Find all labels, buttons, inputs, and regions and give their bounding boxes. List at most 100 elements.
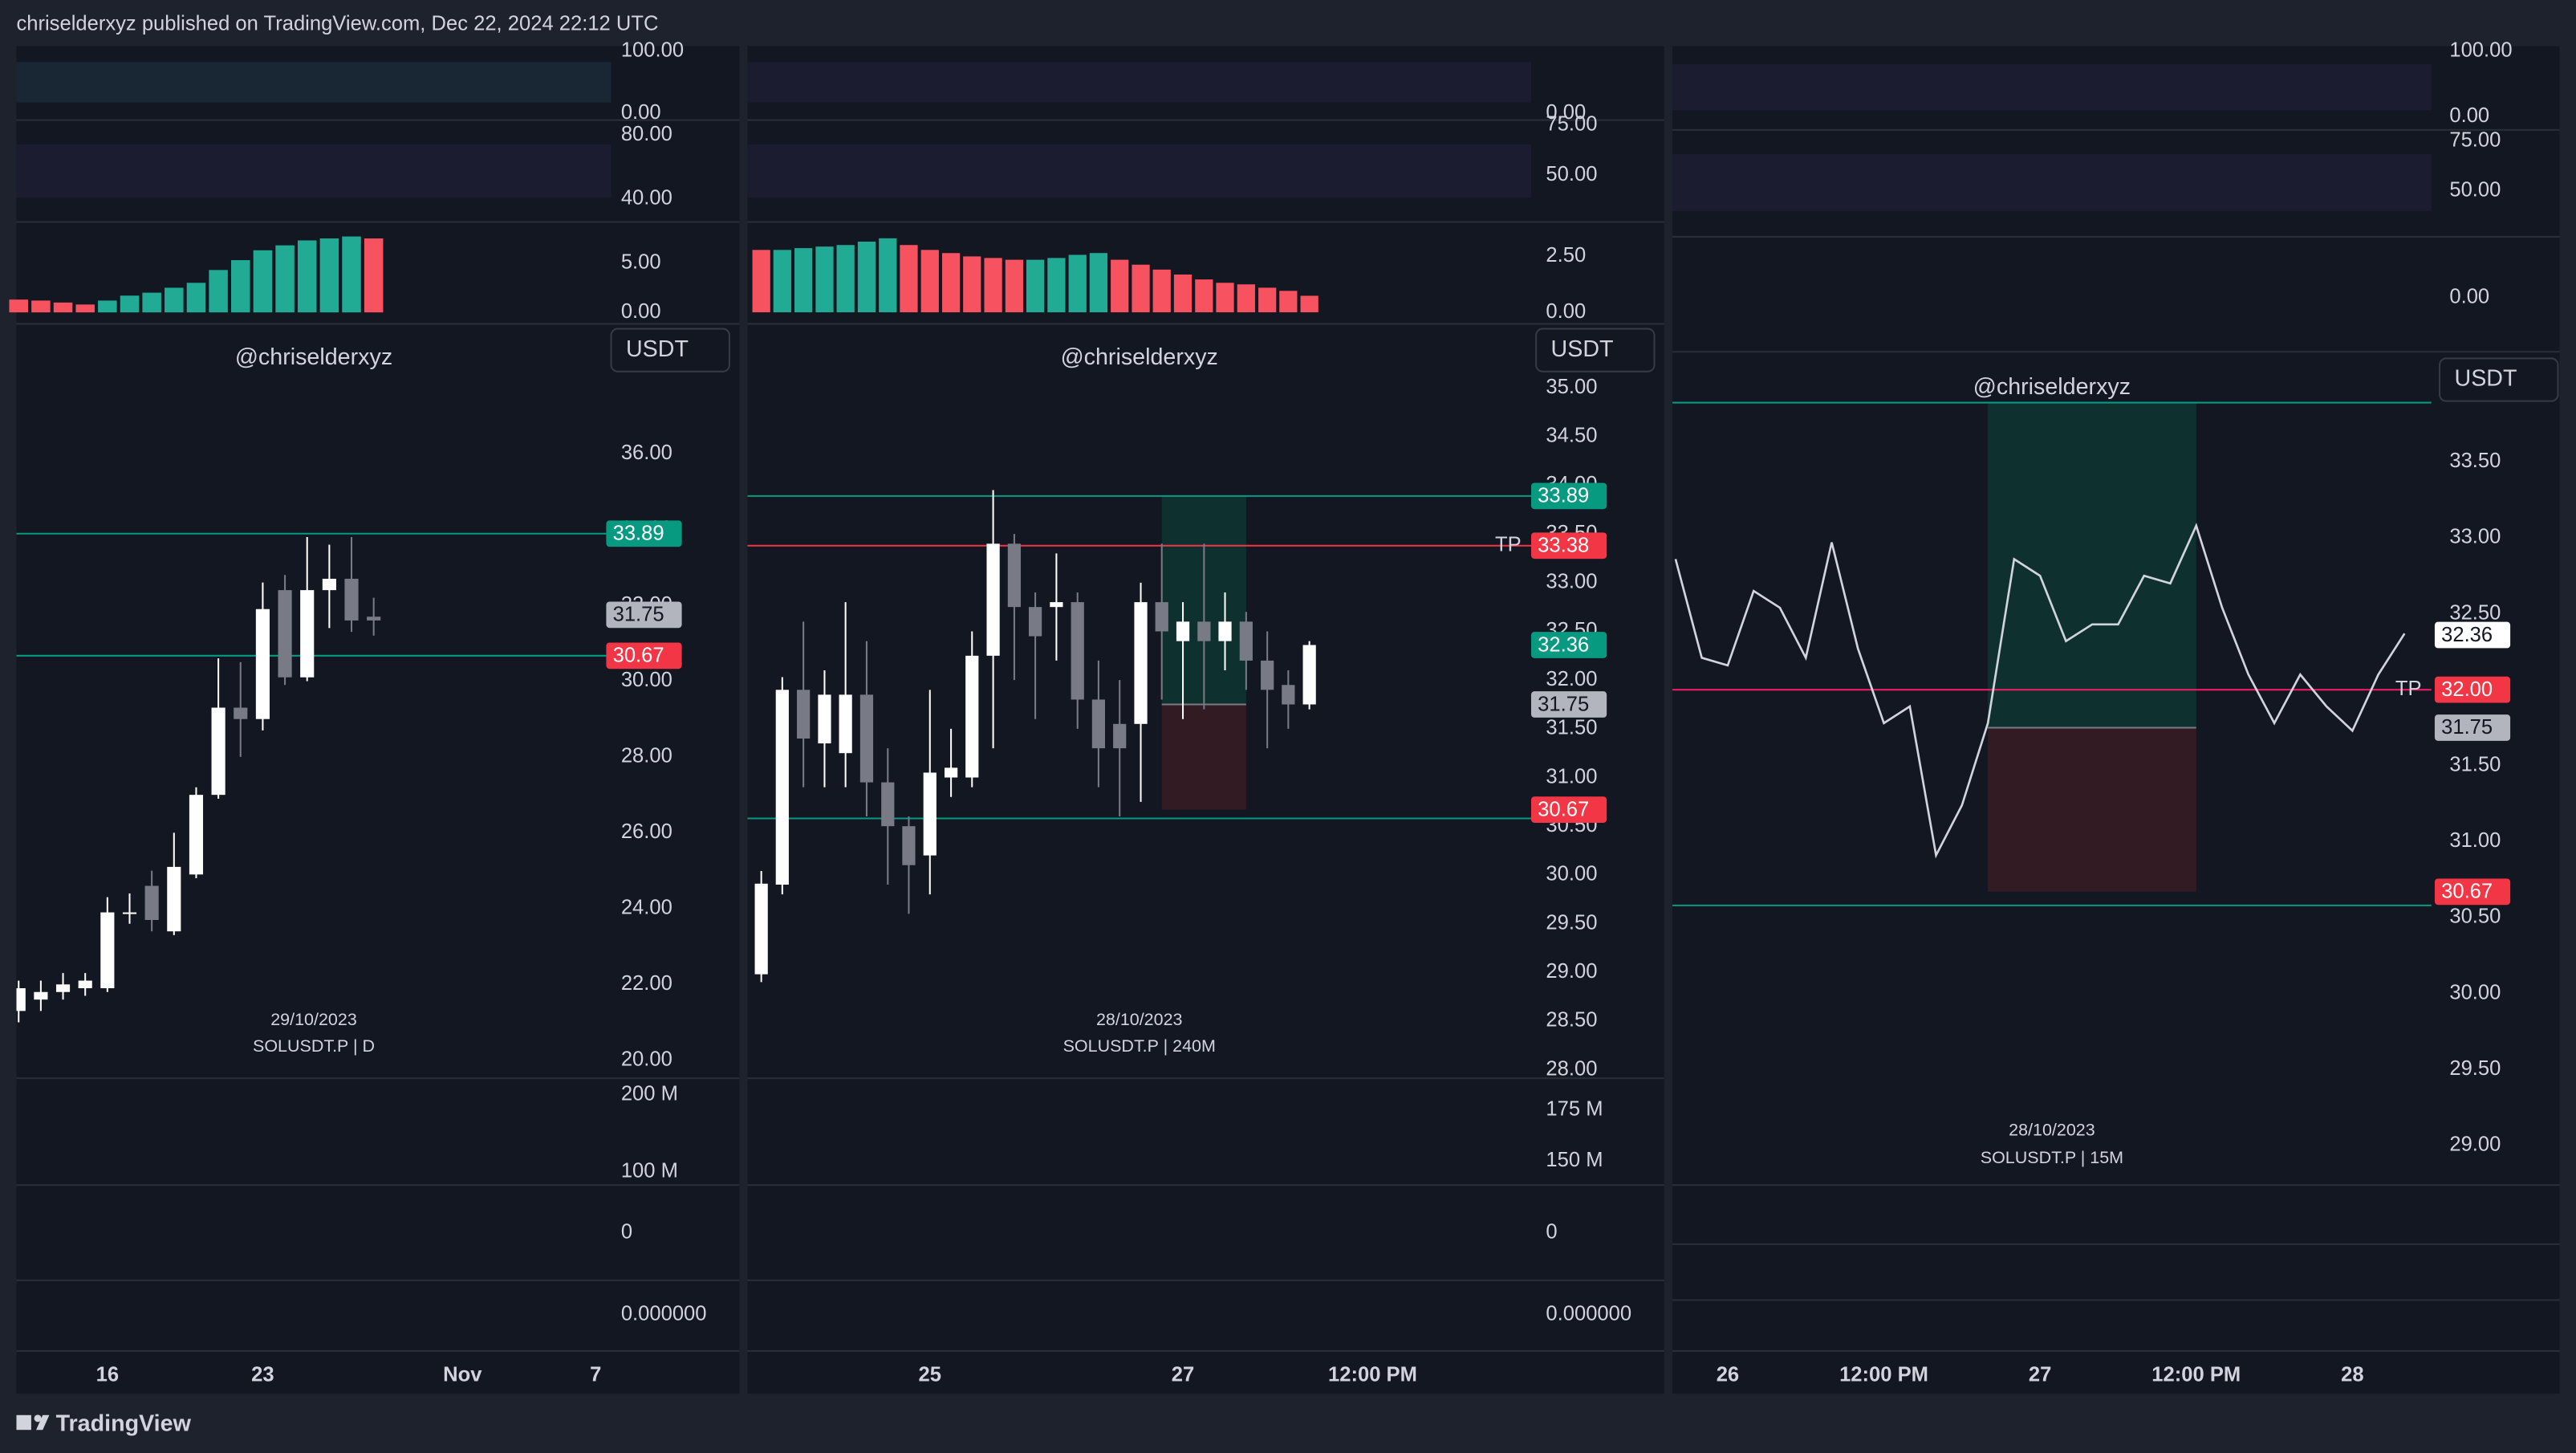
y-tick-label: 30.00 (1546, 863, 1597, 885)
histogram-bar (209, 270, 228, 313)
price-badge (2434, 878, 2511, 906)
histogram-bar (9, 299, 28, 313)
candle-body (1007, 543, 1022, 608)
price-badge (606, 642, 682, 670)
histogram-bar (1279, 291, 1298, 313)
annotation: TP (2395, 678, 2422, 700)
price-badge (1530, 632, 1607, 658)
candle-body (167, 866, 181, 932)
candle-body (923, 772, 937, 856)
price-pane (747, 490, 1531, 983)
chart-panel: 100.000.0075.0050.000.0029.0029.5030.003… (1672, 39, 2560, 1394)
y-tick-label: 30.00 (2449, 981, 2501, 1003)
histogram-bar (342, 236, 361, 313)
header-text: chriselderxyz published on TradingView.c… (16, 13, 658, 35)
histogram-bar (1195, 279, 1213, 313)
oscillator-band (1672, 153, 2432, 211)
price-line-series (1674, 523, 2406, 859)
chart-date: 29/10/2023 (270, 1010, 357, 1029)
histogram-bar (1258, 287, 1277, 313)
pane-tick-label: 0.00 (2449, 285, 2489, 307)
candle-body (1218, 621, 1232, 641)
price-badge-label: 31.75 (613, 604, 664, 626)
candle-body (189, 795, 204, 875)
histogram-bar (186, 283, 206, 313)
pane-tick-label: 200 M (621, 1082, 678, 1105)
pane-tick-label: 0 (1546, 1220, 1557, 1243)
pane-tick-label: 0.00 (1546, 101, 1586, 124)
histogram-bar (231, 260, 250, 313)
candle-body (1176, 621, 1190, 641)
x-tick-label: 16 (96, 1363, 119, 1386)
candle-body (1197, 621, 1211, 641)
pane-tick-label: 100.00 (2449, 39, 2512, 61)
candle-body (55, 984, 71, 992)
price-badge (606, 520, 682, 547)
candle-body (278, 590, 292, 678)
candle-body (797, 690, 811, 739)
currency-box (2439, 357, 2559, 402)
x-tick-label: Nov (443, 1363, 482, 1386)
pane-tick-label: 50.00 (2449, 179, 2501, 201)
y-tick-label: 26.00 (621, 820, 672, 843)
pane-tick-label: 80.00 (621, 123, 672, 145)
price-pane (1672, 401, 2432, 906)
pane-tick-label: 0.00 (621, 300, 661, 323)
candle-body (1282, 685, 1295, 705)
price-badge-label: 33.89 (1538, 485, 1589, 507)
pane-tick-label: 75.00 (1546, 112, 1597, 135)
histogram-bar (879, 238, 897, 313)
y-tick-label: 29.00 (1546, 960, 1597, 983)
currency-label: USDT (626, 336, 689, 362)
currency-box (610, 328, 730, 372)
price-badge (2434, 676, 2511, 703)
histogram-bar (752, 250, 770, 313)
y-tick-label: 24.00 (621, 897, 672, 919)
histogram-bar (1068, 254, 1087, 313)
y-tick-label: 31.00 (2449, 829, 2501, 852)
y-tick-label: 35.00 (1546, 376, 1597, 398)
candle-body (1155, 602, 1168, 632)
histogram-bar (794, 248, 813, 313)
histogram-bar (963, 256, 981, 313)
candle-body (986, 543, 1000, 656)
histogram-bar (920, 250, 939, 313)
candle-body (1134, 602, 1148, 724)
oscillator-band (1672, 63, 2432, 111)
histogram-bar (142, 292, 161, 313)
y-tick-label: 29.50 (2449, 1057, 2501, 1080)
candle-body (78, 980, 92, 989)
histogram-bar (165, 287, 184, 313)
annotation: TP (1495, 533, 1522, 556)
pane-tick-label: 0.00 (2449, 104, 2489, 127)
y-tick-label: 20.00 (621, 1048, 672, 1070)
currency-label: USDT (1551, 336, 1614, 362)
chart-symbol: SOLUSDT.P | 240M (1063, 1036, 1216, 1056)
price-badge-label: 33.89 (613, 523, 664, 545)
candle-body (859, 694, 874, 783)
pane-tick-label: 0.00 (621, 101, 661, 124)
price-badge-label: 31.75 (1538, 693, 1589, 715)
pane-tick-label: 100 M (621, 1159, 678, 1182)
candle-body (16, 988, 26, 1011)
candle-body (1261, 660, 1274, 690)
x-tick-label: 27 (2029, 1363, 2051, 1386)
price-badge-label: 32.36 (1538, 633, 1589, 656)
histogram-bar (1047, 258, 1066, 313)
price-badge (1530, 796, 1607, 823)
pane-tick-label: 100.00 (621, 39, 684, 61)
x-tick-label: 7 (590, 1363, 601, 1386)
y-tick-label: 32.50 (2449, 601, 2501, 624)
price-badge (1530, 691, 1607, 718)
y-tick-label: 36.00 (621, 442, 672, 464)
histogram-bar (253, 250, 273, 313)
candle-body (211, 707, 226, 796)
price-badge-label: 30.67 (1538, 798, 1589, 820)
price-badge-label: 33.38 (1538, 534, 1589, 556)
price-badge-label: 30.67 (613, 645, 664, 667)
x-tick-label: 25 (919, 1363, 941, 1386)
footer-brand: TradingView (56, 1411, 192, 1437)
histogram-bar (98, 300, 117, 313)
